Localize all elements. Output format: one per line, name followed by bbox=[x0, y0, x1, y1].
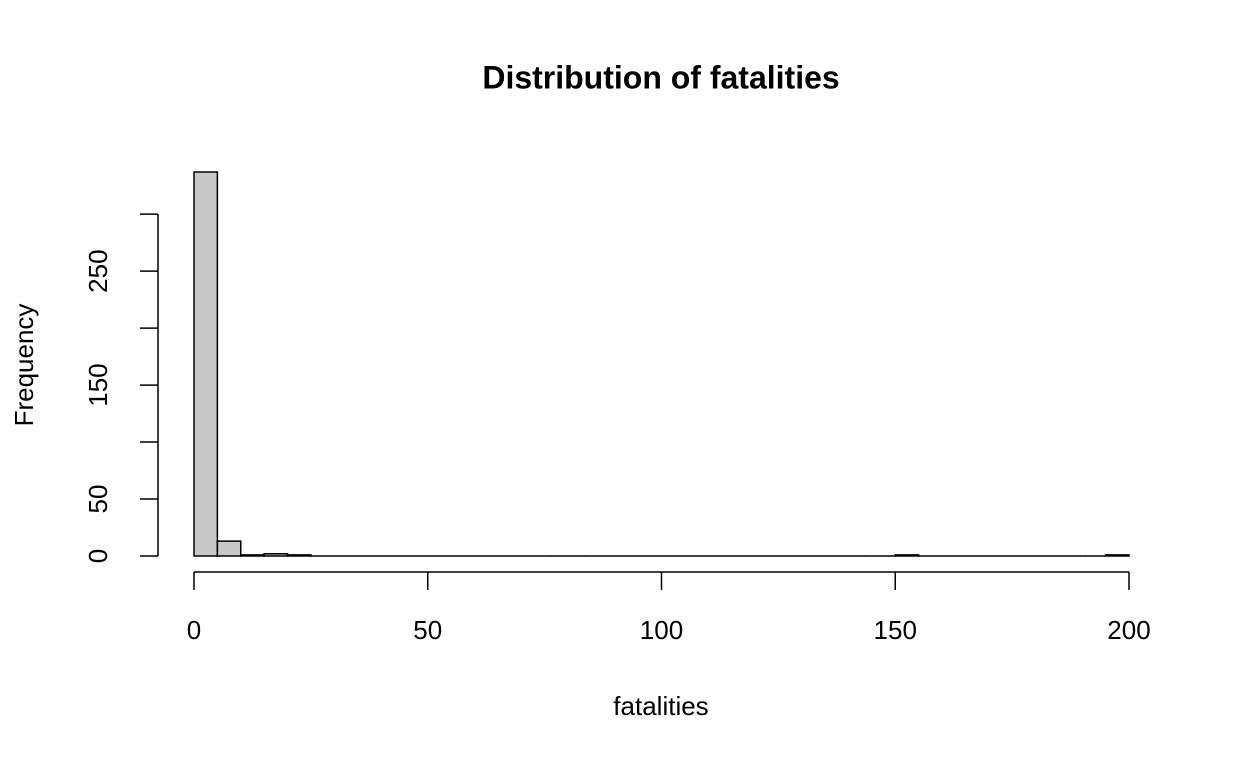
bar bbox=[286, 554, 312, 557]
y-tick-label: 250 bbox=[83, 249, 113, 292]
y-tick-label: 0 bbox=[83, 549, 113, 563]
bar bbox=[240, 554, 265, 557]
y-tick-label: 150 bbox=[83, 363, 113, 406]
x-tick-label: 150 bbox=[874, 615, 917, 645]
x-axis-label: fatalities bbox=[613, 691, 708, 721]
chart-title: Distribution of fatalities bbox=[482, 59, 839, 95]
bar bbox=[894, 554, 920, 557]
y-tick-label: 50 bbox=[83, 485, 113, 514]
x-tick-label: 200 bbox=[1107, 615, 1150, 645]
bar bbox=[263, 552, 289, 557]
bar bbox=[1104, 554, 1130, 557]
x-tick-label: 0 bbox=[187, 615, 201, 645]
x-tick-label: 50 bbox=[413, 615, 442, 645]
y-axis-label: Frequency bbox=[9, 304, 39, 427]
x-tick-label: 100 bbox=[640, 615, 683, 645]
bar bbox=[216, 540, 242, 557]
bar bbox=[193, 171, 219, 557]
